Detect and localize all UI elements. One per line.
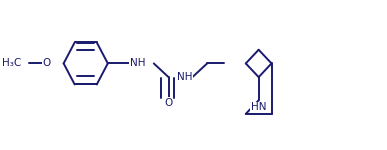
Text: O: O bbox=[43, 58, 51, 68]
Text: O: O bbox=[164, 98, 173, 108]
Text: HN: HN bbox=[251, 102, 266, 112]
Text: H₃C: H₃C bbox=[2, 58, 21, 68]
Text: NH: NH bbox=[130, 58, 146, 68]
Text: NH: NH bbox=[177, 72, 192, 82]
